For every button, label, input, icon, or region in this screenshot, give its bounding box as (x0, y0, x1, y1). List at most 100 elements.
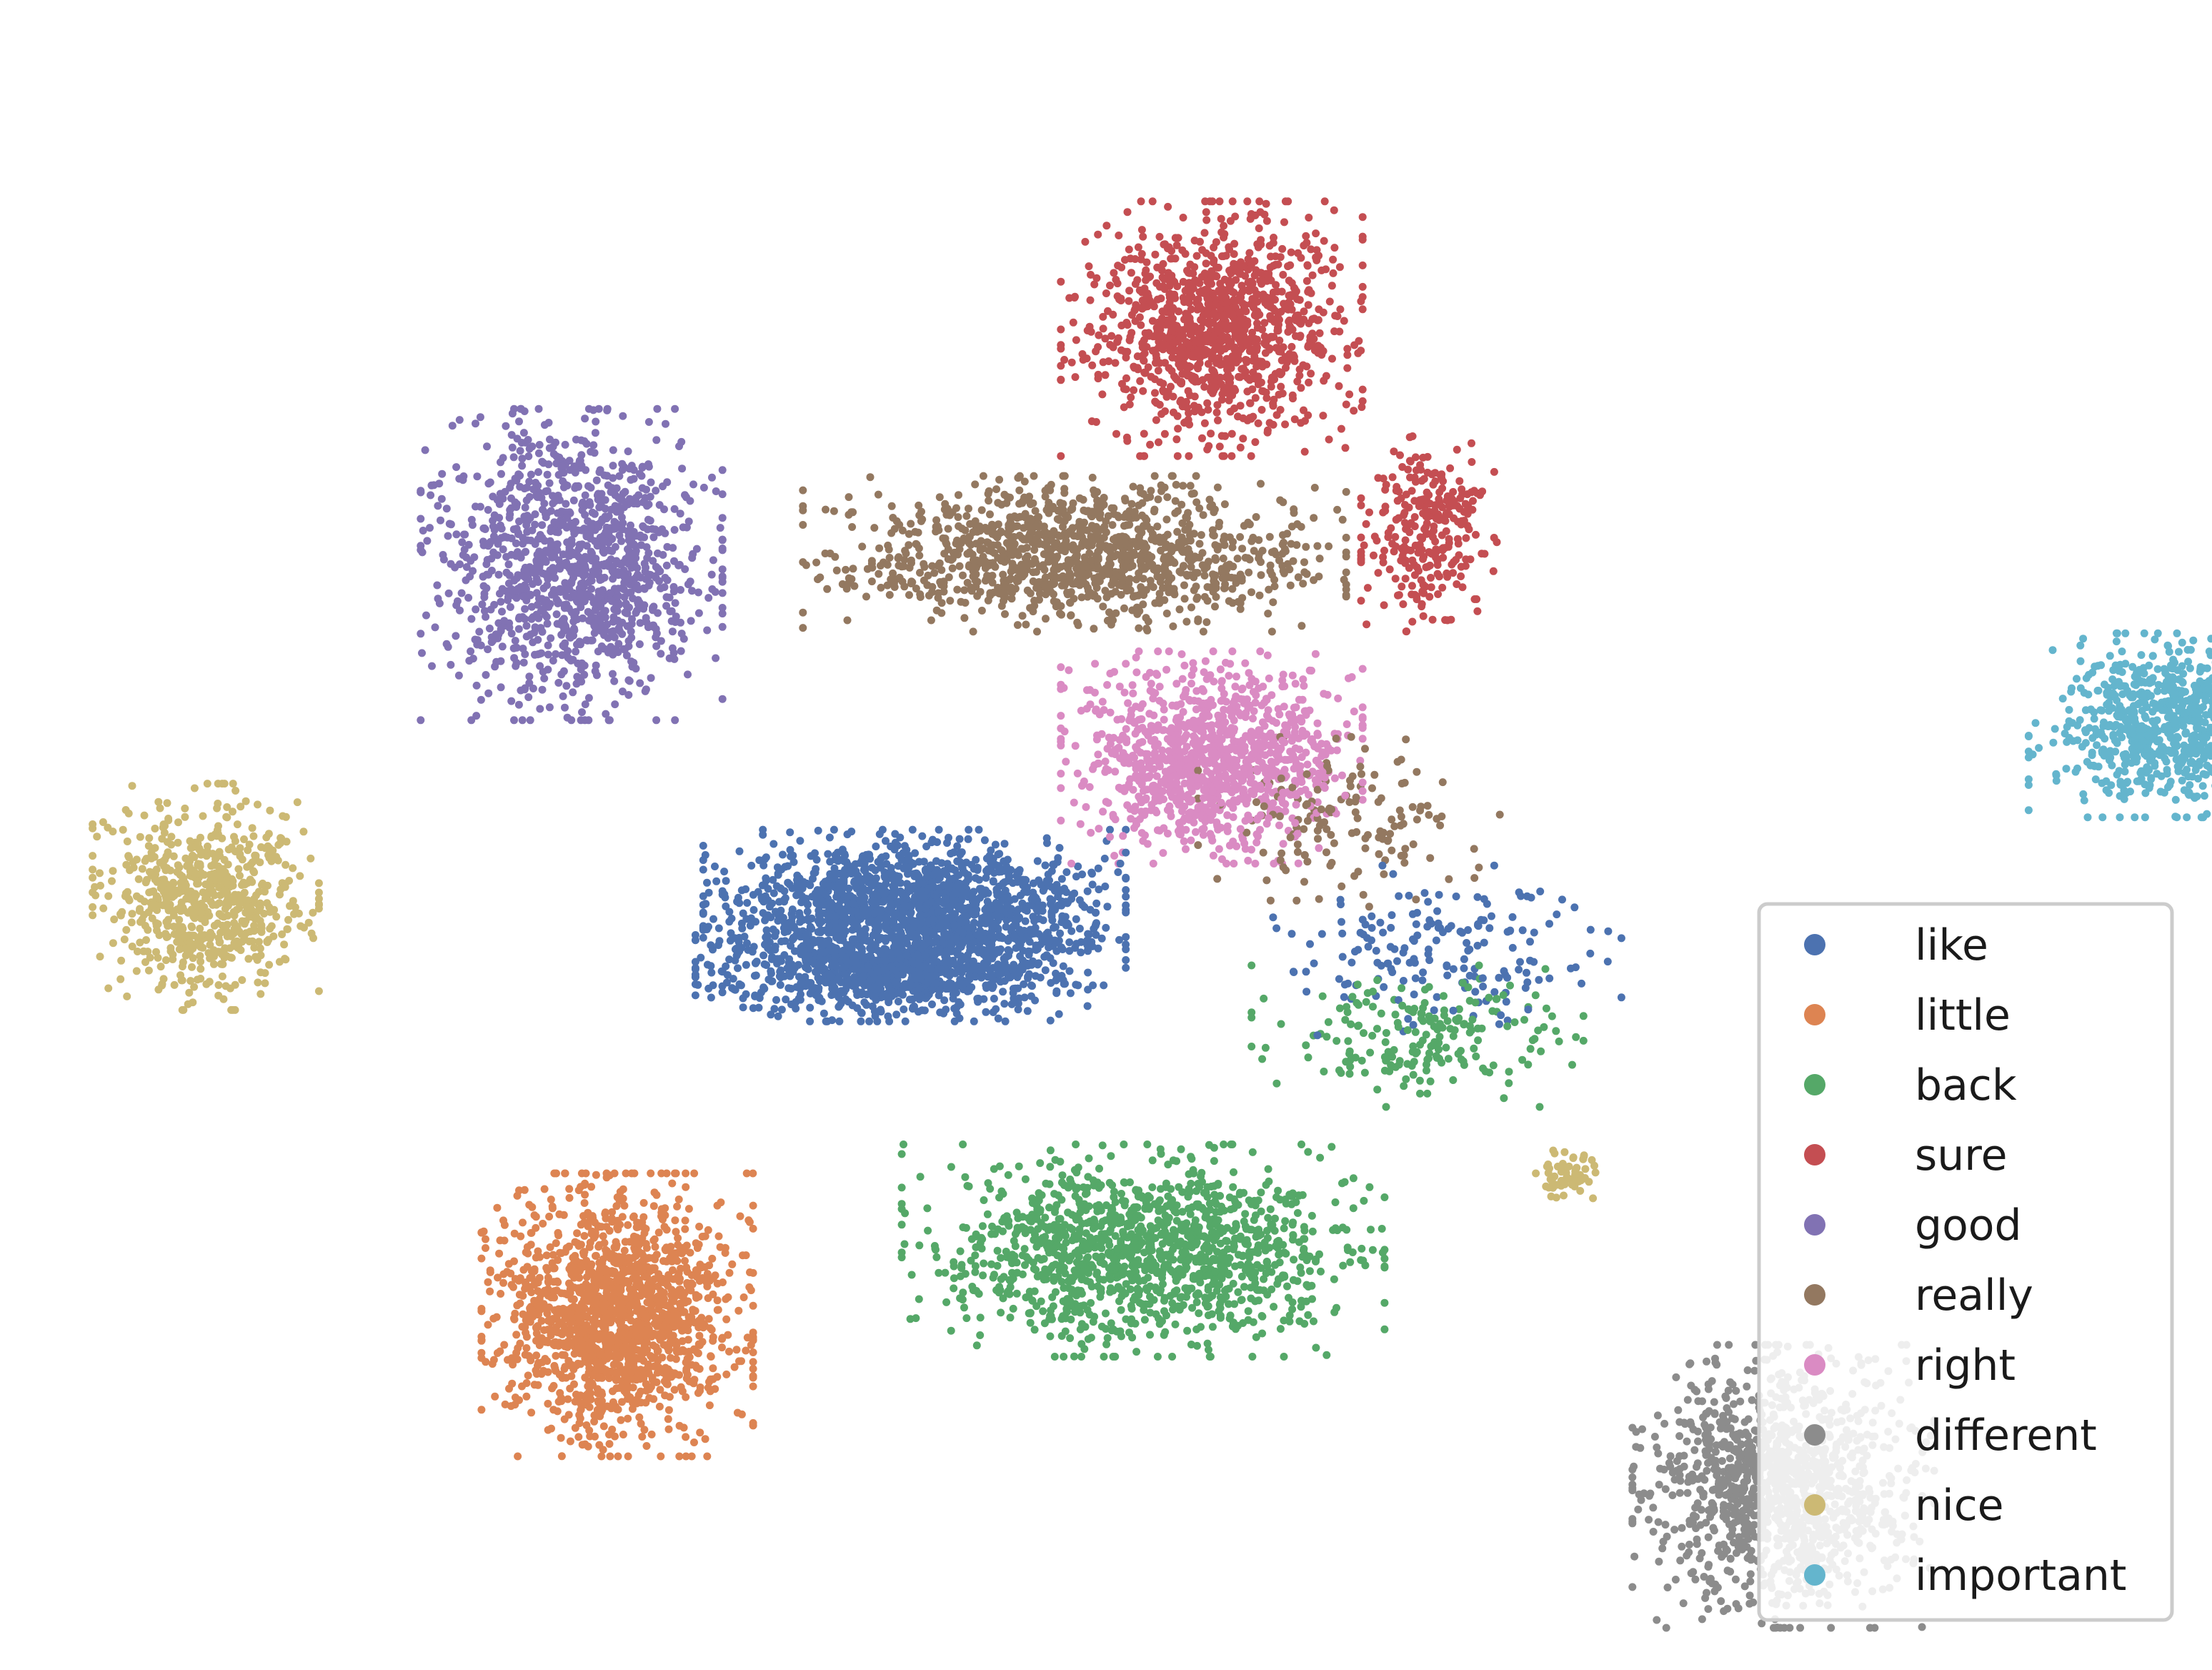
point-like (1114, 868, 1122, 876)
point-good (678, 464, 687, 473)
point-right (1122, 735, 1131, 743)
point-sure (1164, 202, 1172, 211)
point-like (1536, 888, 1545, 895)
point-little (592, 1252, 599, 1260)
point-good (534, 449, 543, 457)
point-sure (1203, 445, 1212, 454)
point-back (1272, 1079, 1281, 1088)
point-right (1071, 742, 1080, 750)
point-like (1443, 971, 1452, 980)
point-good (707, 570, 716, 579)
point-nice (314, 888, 323, 897)
point-back (1225, 1193, 1234, 1202)
point-sure (1110, 269, 1118, 277)
point-really (940, 587, 948, 596)
point-really (1310, 514, 1318, 522)
point-back (1290, 1256, 1298, 1264)
point-back (1324, 1018, 1332, 1026)
point-back (1280, 1353, 1288, 1361)
point-really (1293, 848, 1302, 856)
point-little (713, 1201, 722, 1210)
point-good (485, 625, 494, 632)
point-back (1421, 985, 1429, 994)
point-sure (1280, 218, 1288, 227)
point-like (1488, 912, 1495, 920)
point-nice (250, 943, 259, 952)
point-sure (1095, 331, 1103, 339)
point-really (1314, 835, 1322, 843)
point-good (652, 487, 660, 495)
point-like (865, 1017, 874, 1025)
point-important (2121, 660, 2130, 668)
point-important (2186, 781, 2194, 789)
point-sure (1200, 419, 1209, 427)
point-back (1103, 1334, 1112, 1342)
point-back (1009, 1304, 1017, 1313)
point-good (581, 700, 589, 709)
point-back (1373, 1085, 1382, 1094)
point-like (933, 838, 942, 846)
point-really (1090, 625, 1098, 633)
point-right (1122, 660, 1130, 668)
point-really (1342, 487, 1350, 496)
point-like (743, 939, 751, 948)
point-different (1671, 1576, 1680, 1584)
point-sure (1303, 262, 1312, 270)
point-nice (117, 956, 126, 965)
point-really (1470, 874, 1479, 883)
point-like (825, 833, 834, 842)
point-little (578, 1441, 587, 1449)
point-little (605, 1226, 614, 1235)
point-like (1306, 940, 1314, 948)
point-important (2083, 813, 2092, 822)
point-like (770, 1005, 779, 1013)
point-like (1338, 953, 1347, 961)
point-good (544, 650, 552, 659)
point-like (894, 998, 902, 1005)
point-sure (1449, 487, 1458, 496)
point-good (514, 625, 523, 633)
point-sure (1215, 197, 1224, 206)
point-sure (1102, 289, 1110, 297)
point-like (1495, 1020, 1503, 1028)
point-good (569, 496, 578, 505)
point-important (2079, 635, 2088, 643)
point-sure (1380, 601, 1388, 610)
point-sure (1277, 382, 1285, 391)
point-good (718, 536, 727, 545)
point-different (1726, 1554, 1735, 1563)
point-like (975, 825, 983, 834)
point-like (1055, 844, 1064, 852)
point-good (681, 565, 689, 573)
point-back (1244, 1316, 1252, 1324)
point-really (1342, 568, 1350, 577)
point-sure (1363, 584, 1372, 592)
point-back (900, 1240, 909, 1248)
point-back (1327, 1143, 1336, 1151)
point-good (603, 406, 612, 414)
point-really (1169, 622, 1177, 630)
point-really (995, 475, 1004, 484)
point-back (1344, 1037, 1352, 1045)
point-good (642, 614, 650, 622)
point-really (887, 502, 896, 510)
point-good (456, 606, 464, 615)
point-really (1338, 515, 1347, 524)
point-nice (89, 865, 97, 874)
point-back (1026, 1318, 1035, 1327)
point-back (1145, 1300, 1154, 1308)
point-right (1129, 785, 1137, 794)
point-sure (1151, 389, 1159, 397)
point-right (1103, 681, 1112, 689)
point-like (1302, 968, 1310, 976)
point-sure (1202, 216, 1211, 224)
point-like (1449, 1006, 1458, 1015)
point-like (972, 855, 980, 864)
point-really (1018, 612, 1027, 620)
point-important (2131, 813, 2139, 822)
point-different (1678, 1542, 1686, 1551)
point-different (1679, 1599, 1688, 1608)
point-sure (1305, 378, 1313, 387)
point-sure (1228, 197, 1237, 206)
point-little (681, 1225, 689, 1233)
